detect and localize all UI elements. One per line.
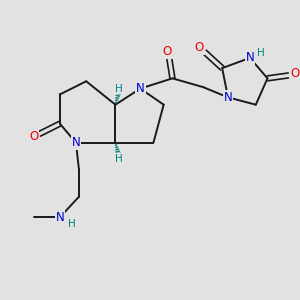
Text: N: N (56, 211, 64, 224)
Text: H: H (68, 219, 76, 229)
Text: N: N (224, 91, 232, 104)
Text: H: H (115, 84, 123, 94)
Text: N: N (72, 136, 80, 149)
Text: H: H (115, 154, 123, 164)
Text: O: O (195, 41, 204, 54)
Text: O: O (163, 45, 172, 58)
Text: N: N (136, 82, 145, 95)
Text: H: H (257, 48, 265, 58)
Text: O: O (290, 68, 300, 80)
Text: N: N (246, 51, 254, 64)
Text: O: O (29, 130, 38, 143)
